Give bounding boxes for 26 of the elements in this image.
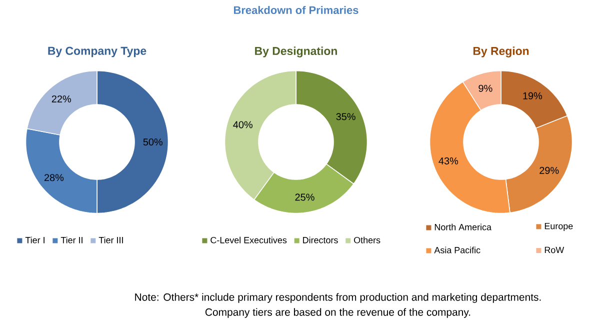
data-label: 29% bbox=[540, 166, 559, 174]
legend-label: Tier III bbox=[98, 236, 123, 244]
data-label: 35% bbox=[336, 113, 356, 120]
chart-title: By Company Type bbox=[48, 46, 146, 58]
data-label: 25% bbox=[295, 194, 314, 201]
text: Company tiers are based on the revenue of the company. bbox=[205, 308, 470, 318]
data-label: 28% bbox=[44, 174, 64, 182]
legend-label: North America bbox=[434, 224, 492, 230]
text: Note: Others* include primary respondents from production and marketing departments. bbox=[135, 293, 541, 303]
legend-label: Tier I bbox=[25, 236, 44, 244]
data-label: 43% bbox=[438, 157, 458, 164]
legend-label: Tier II bbox=[60, 236, 82, 244]
legend-label: Europe bbox=[544, 222, 573, 232]
text: Breakdown of Primaries bbox=[234, 6, 358, 14]
chart-title: By Region bbox=[473, 46, 529, 58]
legend-label: Others bbox=[354, 236, 380, 244]
data-label: 19% bbox=[523, 92, 542, 100]
data-label: 40% bbox=[233, 121, 252, 128]
data-label: 9% bbox=[478, 84, 492, 92]
legend-label: C-Level Executives bbox=[210, 236, 287, 244]
data-label: 22% bbox=[52, 95, 72, 102]
legend-label: RoW bbox=[544, 246, 564, 254]
data-label: 50% bbox=[143, 138, 162, 146]
legend-label: Directors bbox=[303, 236, 338, 244]
legend-label: Asia Pacific bbox=[434, 246, 480, 254]
chart-title: By Designation bbox=[255, 46, 337, 58]
